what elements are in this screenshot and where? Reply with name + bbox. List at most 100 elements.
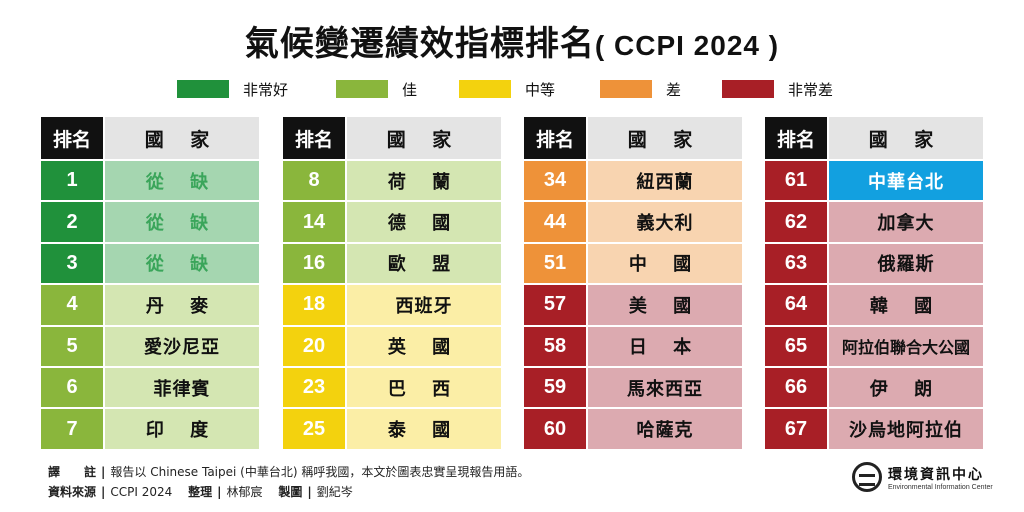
rank-cell: 51 — [524, 243, 586, 284]
table-row: 58 日 本 — [524, 326, 742, 368]
rank-cell: 34 — [524, 161, 586, 201]
rank-cell: 4 — [41, 285, 103, 325]
logo-en: Environmental Information Center — [888, 483, 993, 491]
rank-cell: 7 — [41, 409, 103, 449]
table-header: 排名國 家 — [765, 117, 983, 161]
legend-label: 非常好 — [243, 80, 289, 99]
editor-name: 林郁宸 — [226, 485, 263, 499]
note-text: 報告以 Chinese Taipei (中華台北) 稱呼我國，本文於圖表忠實呈現… — [110, 465, 530, 479]
table-row: 51 中 國 — [524, 243, 742, 286]
header-country: 國 家 — [105, 117, 259, 159]
country-cell: 中華台北 — [829, 161, 983, 201]
table-row: 18 西班牙 — [283, 285, 501, 327]
country-cell: 泰 國 — [347, 409, 501, 449]
separator: | — [307, 485, 312, 499]
country-cell: 英 國 — [347, 326, 501, 366]
rank-cell: 2 — [41, 202, 103, 242]
rank-cell: 3 — [41, 243, 103, 284]
table-row: 57 美 國 — [524, 285, 742, 327]
logo-icon — [852, 462, 882, 492]
table-row: 20 英 國 — [283, 326, 501, 368]
table-row: 60 哈薩克 — [524, 409, 742, 451]
table-header: 排名國 家 — [283, 117, 501, 161]
table-row: 6 菲律賓 — [41, 367, 259, 410]
separator: | — [101, 485, 106, 499]
table-row: 65 阿拉伯聯合大公國 — [765, 326, 983, 368]
table-row: 23 巴 西 — [283, 367, 501, 410]
table-row: 34 紐西蘭 — [524, 161, 742, 203]
source-label: 資料來源 — [48, 485, 97, 499]
table-row: 62 加拿大 — [765, 202, 983, 244]
table-header: 排名國 家 — [524, 117, 742, 161]
note-label: 譯 註 — [48, 465, 97, 479]
rank-cell: 67 — [765, 409, 827, 449]
logo-zh: 環境資訊中心 — [888, 466, 984, 483]
country-cell: 歐 盟 — [347, 243, 501, 284]
rank-cell: 60 — [524, 409, 586, 449]
rank-cell: 14 — [283, 202, 345, 242]
country-cell: 菲律賓 — [105, 367, 259, 408]
rank-cell: 59 — [524, 367, 586, 408]
rank-cell: 63 — [765, 243, 827, 284]
country-cell: 沙烏地阿拉伯 — [829, 409, 983, 449]
country-cell: 馬來西亞 — [588, 367, 742, 408]
country-cell: 義大利 — [588, 202, 742, 242]
title-sub: ( CCPI 2024 ) — [594, 30, 780, 61]
country-cell: 從 缺 — [105, 243, 259, 284]
ranking-table: 排名國 家 34 紐西蘭 44 義大利 51 中 國 57 美 國 58 日 本 59 馬來西亞 60 哈薩… — [524, 117, 742, 451]
logo: 環境資訊中心 Environmental Information Center — [852, 462, 993, 492]
legend-item: 非常差 — [722, 78, 833, 100]
country-cell: 西班牙 — [347, 285, 501, 325]
rank-cell: 57 — [524, 285, 586, 325]
rank-cell: 61 — [765, 161, 827, 201]
rank-cell: 66 — [765, 367, 827, 408]
table-row: 59 馬來西亞 — [524, 367, 742, 410]
legend-item: 差 — [600, 78, 681, 100]
table-row: 63 俄羅斯 — [765, 243, 983, 286]
country-cell: 哈薩克 — [588, 409, 742, 449]
rank-cell: 25 — [283, 409, 345, 449]
header-rank: 排名 — [524, 117, 586, 159]
table-row: 25 泰 國 — [283, 409, 501, 451]
rank-cell: 1 — [41, 161, 103, 201]
country-cell: 紐西蘭 — [588, 161, 742, 201]
legend-label: 佳 — [402, 80, 418, 99]
rank-cell: 8 — [283, 161, 345, 201]
country-cell: 丹 麥 — [105, 285, 259, 325]
header-country: 國 家 — [588, 117, 742, 159]
rank-cell: 65 — [765, 326, 827, 366]
country-cell: 從 缺 — [105, 202, 259, 242]
ranking-table: 排名國 家 61 中華台北 62 加拿大 63 俄羅斯 64 韓 國 65 阿拉伯聯合大公國 66 伊 … — [765, 117, 983, 451]
footer-note: 譯 註 | 報告以 Chinese Taipei (中華台北) 稱呼我國，本文於圖表… — [48, 462, 529, 482]
table-row: 66 伊 朗 — [765, 367, 983, 410]
country-cell: 中 國 — [588, 243, 742, 284]
legend-swatch — [177, 80, 229, 98]
footer: 譯 註 | 報告以 Chinese Taipei (中華台北) 稱呼我國，本文於圖表… — [48, 462, 529, 502]
table-row: 16 歐 盟 — [283, 243, 501, 286]
legend-swatch — [722, 80, 774, 98]
country-cell: 巴 西 — [347, 367, 501, 408]
rank-cell: 20 — [283, 326, 345, 366]
country-cell: 阿拉伯聯合大公國 — [829, 326, 983, 366]
separator: | — [217, 485, 222, 499]
legend-item: 非常好 — [177, 78, 288, 100]
header-rank: 排名 — [41, 117, 103, 159]
editor-label: 整理 — [188, 485, 213, 499]
rank-cell: 64 — [765, 285, 827, 325]
rank-cell: 6 — [41, 367, 103, 408]
header-country: 國 家 — [829, 117, 983, 159]
country-cell: 印 度 — [105, 409, 259, 449]
legend-item: 佳 — [336, 78, 417, 100]
rank-cell: 58 — [524, 326, 586, 366]
country-cell: 伊 朗 — [829, 367, 983, 408]
country-cell: 日 本 — [588, 326, 742, 366]
legend-swatch — [336, 80, 388, 98]
legend-label: 差 — [666, 80, 682, 99]
